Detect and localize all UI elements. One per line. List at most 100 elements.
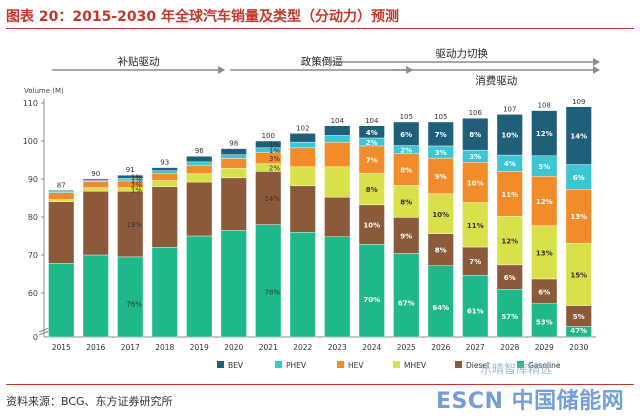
bar-total-label: 102	[296, 124, 309, 132]
x-tick-label: 2024	[362, 343, 381, 352]
bar-total-label: 105	[400, 113, 413, 121]
annotation-arrow-head	[593, 66, 600, 74]
data-label: 9%	[400, 232, 412, 240]
data-label: 14%	[264, 195, 280, 203]
bar-segment-hev	[82, 181, 109, 188]
legend-label: PHEV	[286, 361, 307, 370]
data-label: 13%	[536, 249, 553, 257]
bar-total-label: 90	[91, 170, 100, 178]
bar-segment-gasoline	[48, 263, 75, 338]
bar-segment-mhev	[324, 166, 351, 198]
legend-label: HEV	[348, 361, 364, 370]
bar-segment-mhev	[48, 199, 75, 203]
x-tick-label: 2020	[224, 343, 243, 352]
x-tick-label: 2016	[86, 343, 105, 352]
x-tick-label: 2015	[52, 343, 71, 352]
data-label: 14%	[570, 133, 587, 141]
bar-segment-gasoline	[427, 265, 454, 338]
x-tick-label: 2022	[293, 343, 312, 352]
data-label: 10%	[467, 179, 484, 187]
data-label: 4%	[504, 160, 516, 168]
data-label: 57%	[501, 313, 518, 321]
bar-segment-diesel	[289, 185, 316, 233]
bar-segment-bev	[82, 178, 109, 181]
bar-segment-diesel	[186, 181, 213, 237]
data-label: 3%	[435, 149, 447, 157]
bar-segment-hev	[393, 153, 420, 186]
data-label: 6%	[538, 288, 550, 296]
bar-total-label: 104	[331, 117, 345, 125]
legend-label: Gasoline	[528, 361, 561, 370]
bar-segment-mhev	[151, 180, 178, 187]
bar-total-label: 100	[262, 132, 275, 140]
data-label: 67%	[398, 299, 415, 307]
x-tick-label: 2028	[500, 343, 519, 352]
bar-segment-gasoline	[324, 236, 351, 338]
bar-total-label: 87	[57, 181, 66, 189]
bar-segment-diesel	[324, 197, 351, 237]
stacked-bar-chart: 60 70 80 90 100 110 0 Volume (M) 87 2015 90 2016 76%…	[23, 47, 600, 370]
bar-segment-hev	[462, 162, 489, 203]
bar-segment-mhev	[82, 187, 109, 192]
legend-label: MHEV	[404, 361, 427, 370]
bar-segment-hev	[220, 158, 247, 169]
bar-segment-gasoline	[496, 289, 523, 338]
bar-segment-bev	[117, 174, 144, 179]
bar-segment-gasoline	[462, 274, 489, 338]
data-label: 2%	[131, 181, 142, 189]
bar-segment-mhev	[496, 216, 523, 266]
bar-segment-gasoline	[151, 247, 178, 338]
bar-segment-mhev	[393, 185, 420, 218]
bar-segment-bev	[358, 125, 385, 139]
source-note: 资料来源：BCG、东方证券研究所	[6, 395, 173, 408]
data-label: 1%	[131, 174, 142, 182]
x-tick-label: 2021	[259, 343, 278, 352]
data-label: 8%	[366, 186, 378, 194]
bar-total-label: 93	[160, 159, 169, 167]
bar-segment-bev	[324, 125, 351, 136]
bar-segment-bev	[186, 155, 213, 163]
legend-swatch-hev	[337, 361, 344, 368]
data-label: 3%	[269, 155, 280, 163]
bar-segment-gasoline	[255, 224, 282, 338]
data-label: 2%	[366, 139, 378, 147]
data-label: 6%	[400, 131, 412, 139]
bar-segment-hev	[565, 189, 592, 244]
bar-segment-hev	[531, 176, 558, 226]
y-tick-label: 60	[28, 289, 38, 298]
data-label: 1%	[131, 186, 142, 194]
annotation-label: 消费驱动	[475, 74, 517, 87]
bar-segment-bev	[151, 167, 178, 171]
bar-total-label: 108	[538, 102, 551, 110]
bar-segment-diesel	[117, 190, 144, 258]
data-label: 8%	[469, 131, 481, 139]
bar-segment-hev	[496, 171, 523, 217]
data-label: 10%	[432, 211, 449, 219]
data-label: 10%	[501, 132, 518, 140]
bar-total-label: 91	[126, 166, 135, 174]
x-tick-label: 2018	[155, 343, 174, 352]
annotation-arrow-head	[218, 66, 226, 74]
y-tick-label: 80	[28, 213, 38, 222]
y-tick-label: 0	[33, 333, 38, 342]
y-tick-label: 90	[28, 175, 38, 184]
data-label: 61%	[467, 307, 484, 315]
bar-segment-phev	[151, 170, 178, 174]
x-tick-label: 2023	[328, 343, 347, 352]
data-label: 15%	[570, 271, 587, 279]
bar-segment-bev	[531, 110, 558, 157]
data-label: 64%	[432, 304, 449, 312]
bar-segment-bev	[393, 121, 420, 146]
legend-label: Diesel	[466, 361, 489, 370]
legend-label: BEV	[228, 361, 244, 370]
data-label: 76%	[126, 301, 142, 309]
bar-segment-bev	[427, 121, 454, 147]
data-label: 3%	[469, 153, 481, 161]
bar-segment-diesel	[531, 278, 558, 304]
bar-segment-bev	[48, 190, 75, 192]
bar-segment-hev	[289, 147, 316, 168]
data-label: 47%	[570, 327, 587, 335]
annotation-label: 驱动力切换	[435, 47, 488, 60]
x-tick-label: 2029	[535, 343, 554, 352]
legend-swatch-mhev	[393, 361, 400, 368]
